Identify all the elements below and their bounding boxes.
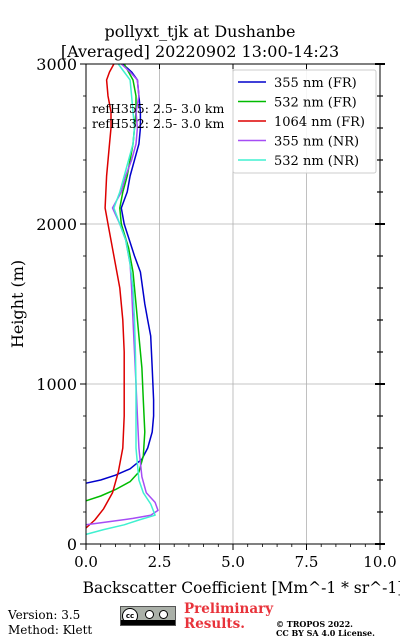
copyright-line1: © TROPOS 2022.	[276, 619, 353, 629]
sa-icon	[159, 610, 168, 619]
x-axis-label: Backscatter Coefficient [Mm^-1 * sr^-1]	[83, 579, 400, 597]
method-label: Method: Klett	[8, 623, 93, 637]
cc-badge-bar	[121, 620, 175, 625]
copyright-line2: CC BY SA 4.0 License.	[276, 628, 375, 638]
preliminary-line1: Preliminary	[184, 601, 274, 617]
legend-entry-label: 355 nm (FR)	[274, 76, 357, 91]
y-tick-label: 1000	[36, 375, 77, 394]
legend-entry-label: 355 nm (NR)	[274, 135, 359, 150]
legend-box	[232, 69, 377, 174]
x-tick-label: 5.0	[221, 553, 245, 571]
x-tick-label: 7.5	[295, 553, 319, 571]
preliminary-notice: Preliminary Results.	[184, 602, 273, 632]
reference-height-annotation: refH532: 2.5- 3.0 km	[92, 116, 224, 131]
legend-entry-label: 532 nm (FR)	[274, 96, 357, 111]
series-line-3	[85, 63, 125, 529]
by-icon	[145, 610, 154, 619]
legend-entry-label: 1064 nm (FR)	[274, 115, 365, 130]
legend-entry-label: 532 nm (NR)	[274, 154, 359, 169]
x-tick-label: 2.5	[148, 553, 172, 571]
reference-height-annotation: refH355: 2.5- 3.0 km	[92, 101, 224, 116]
y-axis-label: Height (m)	[8, 260, 27, 348]
chart-title-line1: pollyxt_tjk at Dushanbe	[104, 22, 296, 41]
copyright-notice: © TROPOS 2022. CC BY SA 4.0 License.	[276, 620, 375, 638]
chart-title-line2: [Averaged] 20220902 13:00-14:23	[60, 42, 340, 61]
preliminary-line2: Results.	[184, 616, 245, 632]
y-tick-label: 0	[67, 535, 77, 554]
cc-license-logo: cc	[120, 606, 176, 626]
series-line-5	[85, 63, 156, 536]
x-tick-label: 0.0	[74, 553, 98, 571]
x-tick-label: 10.0	[363, 553, 396, 571]
version-label: Version: 3.5	[8, 608, 81, 622]
y-tick-label: 2000	[36, 215, 77, 234]
y-tick-label: 3000	[36, 55, 77, 74]
